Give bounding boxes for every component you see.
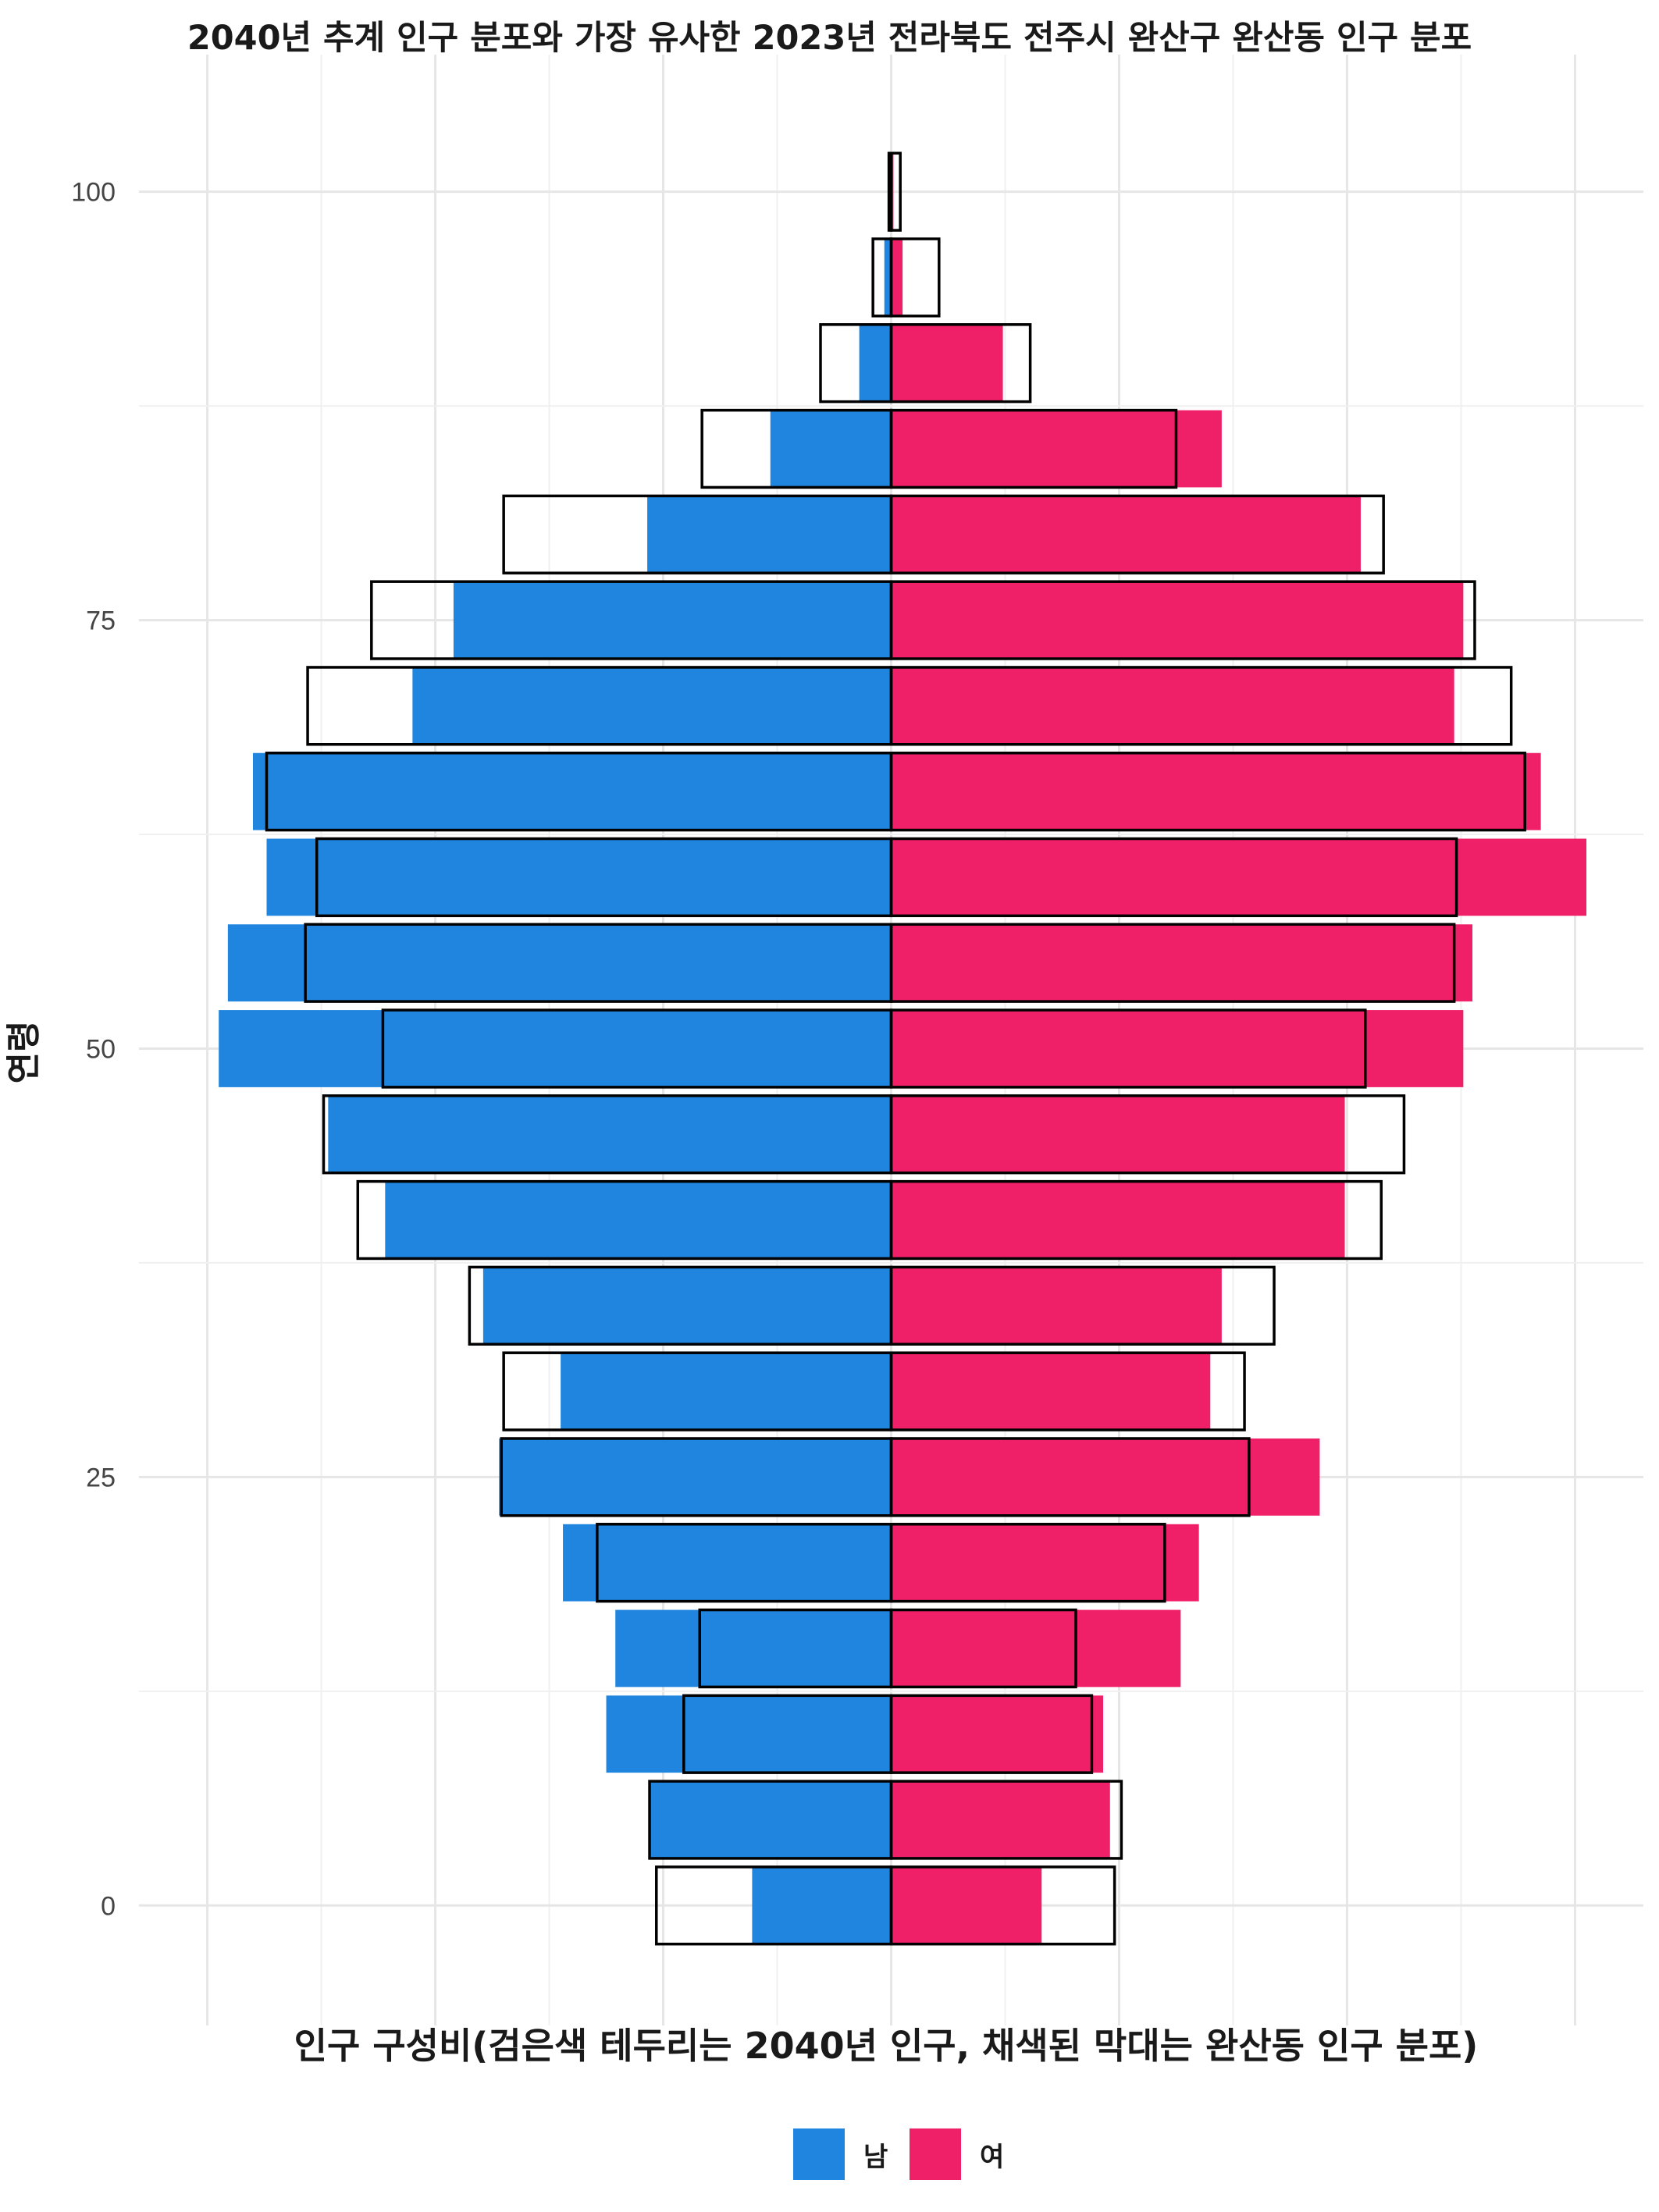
outline-2040-female-age-100: [889, 151, 902, 232]
outline-2040-female-age-95: [889, 237, 941, 318]
bar-female-age-55: [891, 924, 1473, 1002]
outline-2040-female-age-45: [889, 1094, 1406, 1175]
outline-2040-female-age-10: [889, 1694, 1094, 1774]
y-axis-label: 연령: [4, 1020, 44, 1084]
x-axis-label: 인구 구성비(검은색 테두리는 2040년 인구, 채색된 막대는 완산동 인구…: [294, 2025, 1479, 2067]
bar-male-age-90: [859, 324, 892, 402]
outline-2040-female-age-15: [889, 1608, 1077, 1689]
outline-2040-female-age-0: [889, 1865, 1116, 1946]
legend-item-male: 남: [793, 2127, 888, 2182]
bar-male-age-80: [647, 496, 892, 574]
y-tick-label: 50: [86, 1034, 116, 1064]
legend-label-female: 여: [980, 2141, 1005, 2173]
bar-female-age-20: [891, 1524, 1199, 1602]
legend-swatch-male: [793, 2128, 845, 2180]
legend-swatch-female: [910, 2128, 961, 2180]
bar-female-age-30: [891, 1353, 1211, 1431]
bar-male-age-75: [453, 581, 892, 659]
outline-2040-female-age-20: [889, 1523, 1166, 1603]
bar-male-age-0: [752, 1866, 892, 1944]
bar-female-age-75: [891, 581, 1464, 659]
bar-female-age-50: [891, 1010, 1464, 1087]
y-tick-label: 100: [71, 178, 116, 208]
bar-male-age-35: [482, 1267, 892, 1345]
outline-2040-female-age-25: [889, 1437, 1251, 1517]
y-tick-label: 75: [86, 606, 116, 636]
bar-female-age-25: [891, 1438, 1320, 1516]
bar-male-age-10: [606, 1695, 892, 1773]
bar-male-age-55: [227, 924, 892, 1002]
bar-male-age-20: [563, 1524, 892, 1602]
bar-male-age-25: [499, 1438, 892, 1516]
bar-male-age-30: [561, 1353, 892, 1431]
outline-2040-female-age-60: [889, 837, 1458, 918]
bar-female-age-95: [891, 239, 903, 316]
outline-2040-female-age-40: [889, 1179, 1383, 1261]
y-tick-label: 0: [101, 1891, 116, 1921]
bar-female-age-0: [891, 1866, 1042, 1944]
outline-2040-female-age-65: [889, 751, 1526, 832]
bar-male-age-95: [884, 239, 892, 316]
chart-title: 2040년 추계 인구 분포와 가장 유사한 2023년 전라북도 전주시 완산…: [187, 19, 1472, 58]
outline-2040-female-age-30: [889, 1351, 1246, 1431]
bar-male-age-15: [615, 1609, 892, 1687]
outline-2040-female-age-90: [889, 323, 1032, 404]
outline-2040-female-age-5: [889, 1780, 1123, 1860]
bar-female-age-65: [891, 752, 1541, 830]
bar-male-age-70: [412, 667, 892, 745]
bar-male-age-5: [650, 1781, 892, 1858]
bar-female-age-60: [891, 838, 1587, 916]
outline-2040-female-age-70: [889, 666, 1513, 746]
y-tick-label: 25: [86, 1463, 116, 1492]
outline-2040-series: [265, 151, 1526, 1946]
bar-male-age-85: [770, 410, 892, 488]
bar-male-age-45: [328, 1095, 892, 1173]
bar-series: [219, 153, 1587, 1944]
bar-male-age-40: [385, 1181, 892, 1259]
bar-male-age-50: [219, 1010, 892, 1087]
outline-2040-female-age-50: [889, 1008, 1367, 1089]
legend-label-male: 남: [863, 2141, 888, 2173]
bar-female-age-5: [891, 1781, 1110, 1858]
bar-female-age-15: [891, 1609, 1181, 1687]
bar-female-age-40: [891, 1181, 1345, 1259]
outline-2040-female-age-35: [889, 1265, 1276, 1346]
bar-female-age-90: [891, 324, 1003, 402]
bar-female-age-35: [891, 1267, 1222, 1345]
outline-2040-female-age-85: [889, 408, 1178, 489]
legend-item-female: 여: [910, 2127, 1004, 2182]
outline-2040-female-age-80: [889, 494, 1385, 574]
bar-male-age-65: [252, 752, 892, 830]
y-tick-labels: 0 25 50 75 100: [71, 178, 116, 1922]
bar-female-age-85: [891, 410, 1222, 488]
bar-female-age-45: [891, 1095, 1345, 1173]
outline-2040-female-age-55: [889, 923, 1456, 1003]
outline-2040-female-age-75: [889, 580, 1476, 660]
bar-female-age-10: [891, 1695, 1104, 1773]
bar-female-age-70: [891, 667, 1454, 745]
bar-male-age-60: [266, 838, 892, 916]
bar-female-age-80: [891, 496, 1361, 574]
